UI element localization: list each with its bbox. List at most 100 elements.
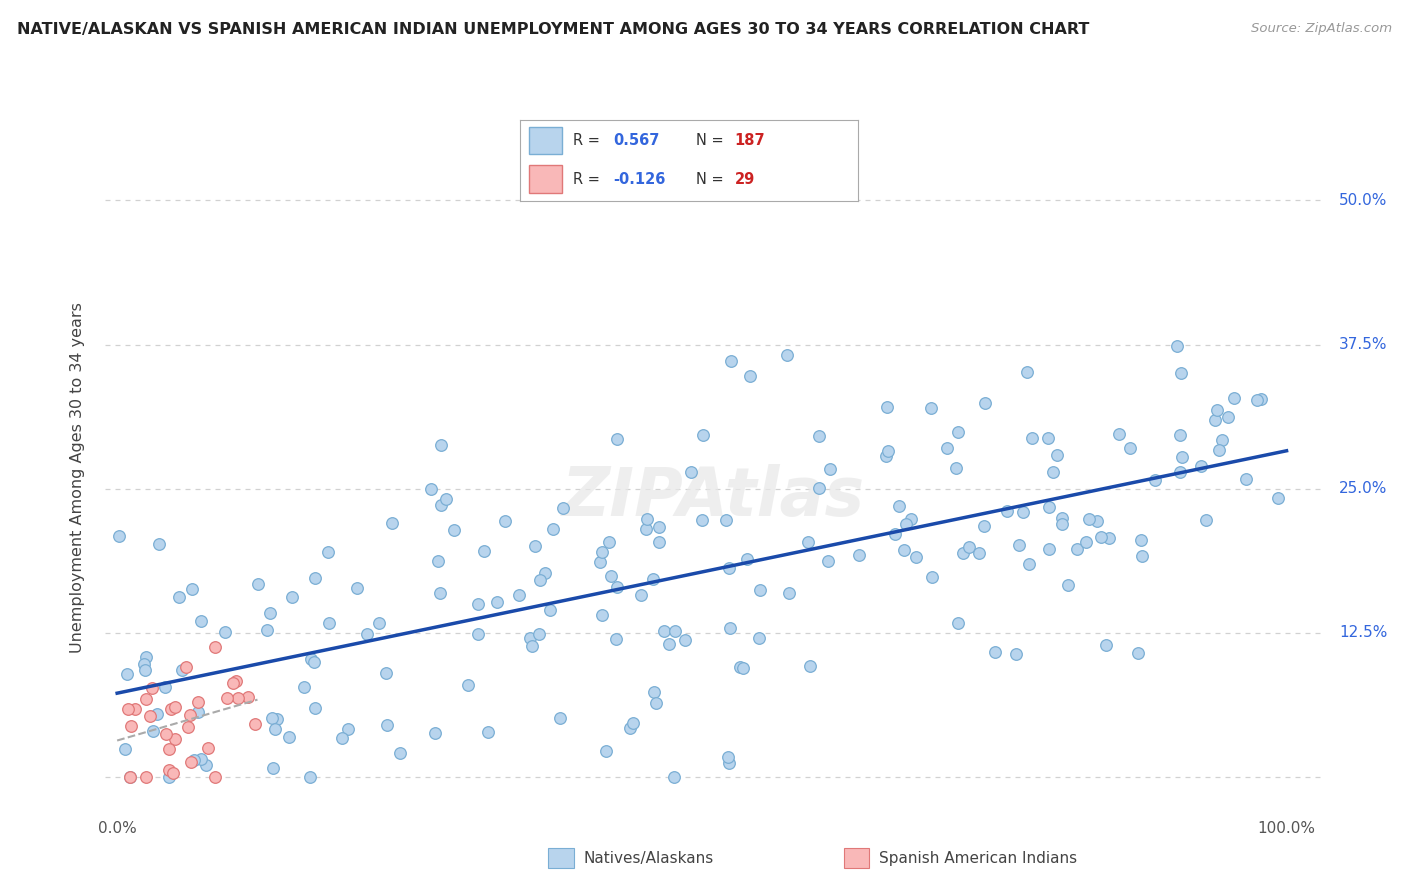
- Point: [162, 765, 184, 780]
- Point: [1170, 465, 1192, 479]
- Point: [430, 438, 453, 452]
- Point: [114, 742, 136, 756]
- Point: [245, 717, 267, 731]
- Point: [690, 512, 713, 526]
- Point: [174, 660, 197, 674]
- Point: [204, 770, 226, 784]
- Point: [948, 425, 970, 440]
- Point: [731, 661, 754, 675]
- Point: [278, 731, 301, 745]
- Text: NATIVE/ALASKAN VS SPANISH AMERICAN INDIAN UNEMPLOYMENT AMONG AGES 30 TO 34 YEARS: NATIVE/ALASKAN VS SPANISH AMERICAN INDIA…: [17, 22, 1090, 37]
- Point: [1108, 426, 1130, 441]
- Point: [247, 576, 270, 591]
- Point: [1021, 431, 1043, 445]
- Point: [179, 708, 201, 723]
- Point: [648, 534, 671, 549]
- Point: [945, 460, 967, 475]
- Point: [1008, 538, 1031, 552]
- Point: [1038, 542, 1060, 557]
- Point: [591, 545, 613, 559]
- Point: [529, 573, 551, 587]
- Point: [170, 664, 193, 678]
- Point: [1018, 557, 1040, 571]
- Point: [952, 546, 974, 560]
- Point: [163, 700, 186, 714]
- Point: [1090, 530, 1112, 544]
- Point: [318, 615, 340, 630]
- Point: [807, 481, 830, 495]
- Point: [541, 522, 564, 536]
- Text: 12.5%: 12.5%: [1339, 625, 1388, 640]
- Point: [967, 546, 990, 560]
- Point: [135, 770, 157, 784]
- Point: [1170, 366, 1192, 380]
- Point: [630, 588, 652, 602]
- Point: [266, 712, 288, 726]
- Point: [904, 550, 927, 565]
- Point: [643, 572, 665, 586]
- Point: [316, 545, 339, 559]
- Point: [1168, 428, 1191, 442]
- Point: [799, 658, 821, 673]
- Point: [1143, 473, 1166, 487]
- Point: [434, 492, 457, 507]
- Point: [159, 770, 181, 784]
- Point: [426, 554, 449, 568]
- Point: [527, 627, 550, 641]
- Point: [591, 607, 613, 622]
- Point: [302, 655, 325, 669]
- Point: [217, 690, 239, 705]
- Point: [118, 770, 141, 784]
- Point: [204, 640, 226, 654]
- Point: [718, 621, 741, 635]
- Text: N =: N =: [696, 133, 728, 148]
- Point: [921, 570, 943, 584]
- Point: [160, 702, 183, 716]
- Text: 37.5%: 37.5%: [1339, 337, 1388, 352]
- Point: [157, 742, 180, 756]
- Text: ZIPAtlas: ZIPAtlas: [562, 465, 865, 530]
- Point: [520, 639, 543, 653]
- Point: [226, 690, 249, 705]
- Point: [190, 615, 212, 629]
- Point: [551, 501, 574, 516]
- Point: [375, 665, 398, 680]
- Point: [477, 724, 499, 739]
- Point: [749, 582, 772, 597]
- Point: [108, 529, 131, 543]
- Point: [662, 770, 685, 784]
- Point: [1206, 403, 1229, 417]
- Point: [443, 523, 465, 537]
- Point: [589, 555, 612, 569]
- Text: 187: 187: [734, 133, 765, 148]
- Point: [900, 512, 922, 526]
- Point: [876, 400, 898, 414]
- Point: [225, 673, 247, 688]
- Point: [180, 756, 202, 770]
- Point: [1038, 430, 1060, 444]
- Point: [135, 692, 157, 706]
- Point: [165, 731, 187, 746]
- Point: [534, 566, 557, 580]
- Point: [134, 663, 156, 677]
- Point: [605, 632, 627, 647]
- Point: [883, 527, 905, 541]
- Point: [1246, 393, 1268, 408]
- Point: [740, 368, 762, 383]
- Point: [494, 514, 516, 528]
- Point: [606, 580, 628, 594]
- Point: [153, 680, 176, 694]
- Text: 25.0%: 25.0%: [1339, 482, 1388, 496]
- Point: [118, 770, 141, 784]
- Point: [214, 625, 236, 640]
- Point: [1189, 459, 1212, 474]
- Point: [256, 623, 278, 637]
- Point: [973, 396, 995, 410]
- Point: [429, 498, 451, 512]
- Point: [388, 746, 411, 760]
- Y-axis label: Unemployment Among Ages 30 to 34 years: Unemployment Among Ages 30 to 34 years: [70, 301, 84, 653]
- Point: [1208, 442, 1230, 457]
- Point: [716, 512, 738, 526]
- Point: [673, 632, 696, 647]
- Point: [889, 499, 911, 513]
